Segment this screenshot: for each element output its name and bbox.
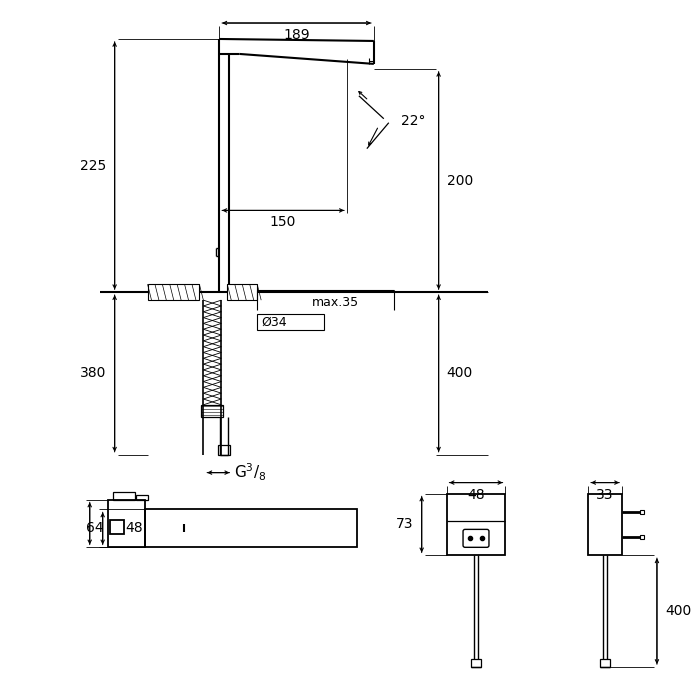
Text: 380: 380 xyxy=(80,366,106,381)
Text: 48: 48 xyxy=(125,521,143,535)
Bar xyxy=(258,314,324,330)
Bar xyxy=(600,659,610,667)
Text: G$^{3}$/$_{8}$: G$^{3}$/$_{8}$ xyxy=(235,462,267,483)
Text: 400: 400 xyxy=(447,366,473,381)
Text: 150: 150 xyxy=(270,216,296,230)
Bar xyxy=(145,509,357,547)
Text: 48: 48 xyxy=(467,488,485,502)
Bar xyxy=(640,510,644,514)
Text: 225: 225 xyxy=(81,159,106,173)
Bar xyxy=(108,500,145,547)
Bar xyxy=(110,521,124,535)
Bar xyxy=(201,405,223,417)
Text: 400: 400 xyxy=(665,604,691,618)
Bar xyxy=(228,284,258,300)
Bar xyxy=(471,659,481,667)
Bar xyxy=(219,445,230,454)
Text: Ø34: Ø34 xyxy=(261,315,287,329)
Text: 64: 64 xyxy=(86,521,104,535)
Text: 33: 33 xyxy=(596,488,614,502)
Bar xyxy=(136,495,148,500)
Text: 200: 200 xyxy=(447,173,473,187)
Bar xyxy=(113,491,134,500)
Bar xyxy=(588,493,622,555)
Text: max.35: max.35 xyxy=(312,296,359,308)
Text: 22°: 22° xyxy=(401,113,425,127)
Bar xyxy=(148,284,199,300)
Text: 189: 189 xyxy=(283,28,310,42)
Bar xyxy=(640,535,644,539)
Bar xyxy=(447,493,505,555)
Text: 73: 73 xyxy=(396,517,413,532)
